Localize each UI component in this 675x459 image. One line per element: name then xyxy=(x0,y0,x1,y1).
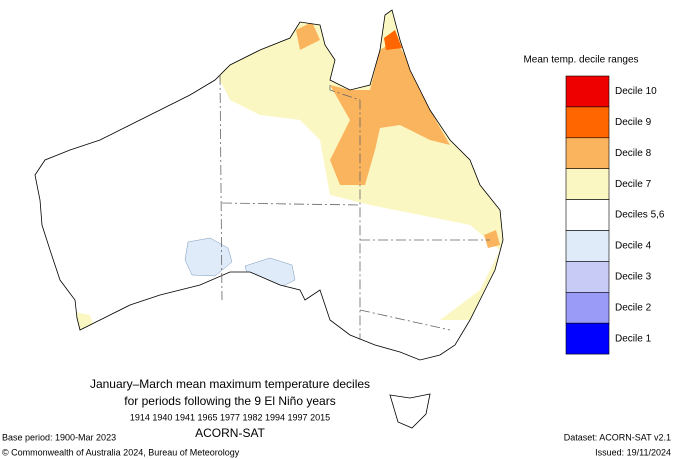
tasmania xyxy=(389,393,431,429)
caption-dataset: ACORN-SAT xyxy=(195,426,265,440)
dataset-version: Dataset: ACORN-SAT v2.1 xyxy=(564,432,671,442)
legend-label: Decile 7 xyxy=(615,179,652,190)
copyright: © Commonwealth of Australia 2024, Bureau… xyxy=(2,447,240,457)
legend-swatch xyxy=(565,230,610,262)
region xyxy=(184,237,233,277)
legend-label: Decile 2 xyxy=(615,302,652,313)
legend-label: Decile 3 xyxy=(615,271,652,282)
caption-line: January–March mean maximum temperature d… xyxy=(90,377,370,391)
legend-swatch xyxy=(565,291,610,324)
legend-label: Decile 1 xyxy=(615,333,652,344)
legend-label: Deciles 5,6 xyxy=(615,210,665,221)
issued-date: Issued: 19/11/2024 xyxy=(595,447,671,457)
legend-swatch xyxy=(565,106,610,139)
caption-line: for periods following the 9 El Niño year… xyxy=(124,394,335,408)
legend-swatch xyxy=(565,137,610,170)
legend-swatch xyxy=(565,75,610,108)
region xyxy=(384,30,402,50)
legend-swatch xyxy=(565,322,610,355)
legend-label: Decile 8 xyxy=(615,148,652,159)
legend-title: Mean temp. decile ranges xyxy=(523,55,638,66)
legend-label: Decile 10 xyxy=(615,86,657,97)
legend-label: Decile 4 xyxy=(615,241,652,252)
legend-swatch xyxy=(565,168,610,200)
legend-swatch xyxy=(565,199,610,231)
region xyxy=(296,22,320,50)
state-borders xyxy=(219,74,490,340)
legend-swatch xyxy=(565,261,610,293)
legend: Decile 10 Decile 9 Decile 8 Decile 7 Deciles… xyxy=(565,75,665,355)
region xyxy=(484,230,500,248)
base-period: Base period: 1900-Mar 2023 xyxy=(2,432,116,442)
caption-years: 1914 1940 1941 1965 1977 1982 1994 1997 … xyxy=(130,412,330,422)
legend-label: Decile 9 xyxy=(615,117,652,128)
